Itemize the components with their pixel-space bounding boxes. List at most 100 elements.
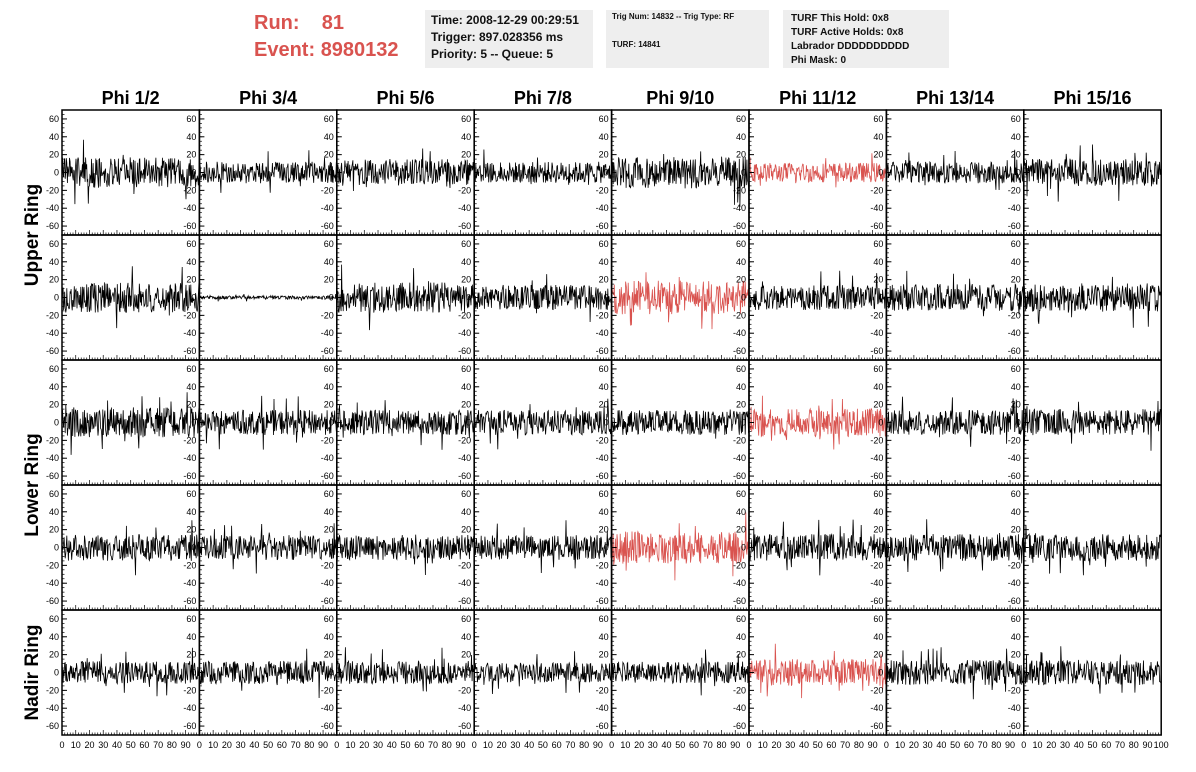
y-tick-label: 0 — [1016, 668, 1021, 678]
y-tick-label: -20 — [458, 185, 471, 195]
y-tick-label: 60 — [736, 114, 746, 124]
y-tick-label: 60 — [599, 114, 609, 124]
y-tick-label: 40 — [461, 257, 471, 267]
y-tick-label: 0 — [54, 418, 59, 428]
y-tick-label: 20 — [186, 275, 196, 285]
y-tick-label: 60 — [461, 364, 471, 374]
y-tick-label: 0 — [191, 168, 196, 178]
y-tick-label: 60 — [324, 364, 334, 374]
y-tick-label: 40 — [1011, 257, 1021, 267]
waveform-trace-r1-c2 — [199, 150, 338, 193]
x-tick-label: 30 — [373, 740, 383, 750]
x-tick-label: 80 — [442, 740, 452, 750]
y-tick-label: -40 — [1008, 203, 1021, 213]
x-tick-label: 50 — [400, 740, 410, 750]
y-tick-label: -40 — [46, 328, 59, 338]
y-tick-label: 20 — [736, 650, 746, 660]
time-text: Time: 2008-12-29 00:29:51 — [431, 13, 579, 27]
y-tick-label: 20 — [186, 150, 196, 160]
x-tick-label: 90 — [181, 740, 191, 750]
waveform-trace-r4-c3 — [336, 534, 475, 576]
y-tick-label: 0 — [191, 543, 196, 553]
x-tick-label: 10 — [71, 740, 81, 750]
waveform-trace-r2-c8 — [1023, 276, 1162, 328]
y-tick-label: -20 — [458, 435, 471, 445]
turf-count-text: TURF: 14841 — [612, 40, 661, 49]
y-tick-label: 0 — [741, 168, 746, 178]
y-tick-label: 40 — [186, 632, 196, 642]
y-tick-label: -60 — [1008, 596, 1021, 606]
y-tick-label: -40 — [733, 328, 746, 338]
y-tick-label: 40 — [324, 382, 334, 392]
x-tick-label: 20 — [222, 740, 232, 750]
y-tick-label: 20 — [599, 275, 609, 285]
y-tick-label: -40 — [596, 453, 609, 463]
y-tick-label: -60 — [1008, 221, 1021, 231]
x-tick-label: 70 — [428, 740, 438, 750]
y-tick-label: -40 — [870, 203, 883, 213]
x-tick-label: 10 — [208, 740, 218, 750]
x-tick-label: 30 — [98, 740, 108, 750]
y-tick-label: -40 — [458, 578, 471, 588]
column-header-7: Phi 13/14 — [916, 88, 994, 108]
y-tick-label: 40 — [49, 632, 59, 642]
run-event-header: Run: 81 Event: 8980132 — [254, 10, 399, 64]
y-tick-label: 20 — [461, 525, 471, 535]
waveform-trace-r5-c8 — [1023, 646, 1162, 694]
x-tick-label: 0 — [884, 740, 889, 750]
y-tick-label: 20 — [324, 275, 334, 285]
y-tick-label: -20 — [870, 560, 883, 570]
waveform-trace-r5-c3 — [336, 647, 475, 692]
x-tick-label: 30 — [923, 740, 933, 750]
x-tick-label: 40 — [249, 740, 259, 750]
y-tick-label: -20 — [458, 310, 471, 320]
x-tick-label: 80 — [579, 740, 589, 750]
y-tick-label: 40 — [736, 382, 746, 392]
x-tick-label: 50 — [1087, 740, 1097, 750]
y-tick-label: 20 — [873, 525, 883, 535]
x-tick-label: 40 — [799, 740, 809, 750]
x-tick-label: 90 — [593, 740, 603, 750]
run-label: Run: — [254, 12, 300, 34]
y-tick-label: 20 — [599, 400, 609, 410]
phi-mask-text: Phi Mask: 0 — [791, 55, 847, 66]
y-tick-label: -60 — [733, 471, 746, 481]
y-tick-label: -20 — [183, 435, 196, 445]
y-tick-label: 0 — [329, 293, 334, 303]
x-tick-label: 0 — [472, 740, 477, 750]
y-tick-label: 20 — [1011, 150, 1021, 160]
y-tick-label: -20 — [596, 185, 609, 195]
y-tick-label: -60 — [870, 221, 883, 231]
y-tick-label: -60 — [46, 471, 59, 481]
priority-text: Priority: 5 -- Queue: 5 — [431, 47, 554, 61]
y-tick-label: 60 — [461, 489, 471, 499]
y-tick-label: 0 — [604, 418, 609, 428]
y-tick-label: -60 — [458, 221, 471, 231]
y-tick-label: 60 — [873, 239, 883, 249]
y-tick-label: -20 — [321, 685, 334, 695]
waveform-trace-r1-c8 — [1023, 144, 1162, 202]
y-tick-label: 40 — [1011, 382, 1021, 392]
event-value: 8980132 — [320, 39, 399, 61]
y-tick-label: -40 — [1008, 578, 1021, 588]
y-tick-label: 20 — [324, 150, 334, 160]
y-tick-label: 60 — [873, 614, 883, 624]
y-tick-label: -60 — [1008, 721, 1021, 731]
y-tick-label: -40 — [183, 203, 196, 213]
y-tick-label: -20 — [596, 685, 609, 695]
y-tick-label: 60 — [49, 489, 59, 499]
turf-this-hold-text: TURF This Hold: 0x8 — [791, 13, 889, 24]
y-tick-label: -40 — [321, 328, 334, 338]
y-tick-label: -60 — [596, 221, 609, 231]
turf-active-holds-text: TURF Active Holds: 0x8 — [791, 27, 904, 38]
y-tick-label: -40 — [183, 453, 196, 463]
y-tick-label: 60 — [49, 614, 59, 624]
y-tick-label: -40 — [733, 703, 746, 713]
y-tick-label: 0 — [466, 418, 471, 428]
y-tick-label: 20 — [49, 400, 59, 410]
y-tick-label: -40 — [321, 703, 334, 713]
y-tick-label: 0 — [191, 293, 196, 303]
y-tick-label: -20 — [596, 435, 609, 445]
y-tick-label: 40 — [736, 132, 746, 142]
y-tick-label: 0 — [878, 668, 883, 678]
